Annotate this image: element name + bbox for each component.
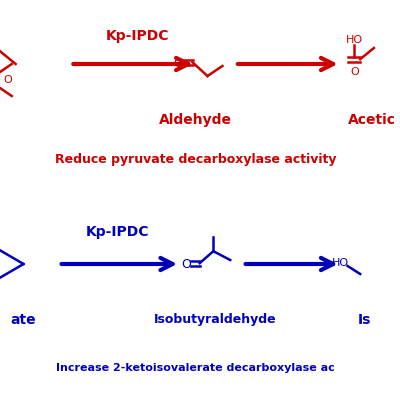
Text: Increase 2-ketoisovalerate decarboxylase ac: Increase 2-ketoisovalerate decarboxylase… [56, 363, 335, 373]
Text: Kp-IPDC: Kp-IPDC [86, 225, 149, 239]
Text: Kp-IPDC: Kp-IPDC [105, 29, 169, 43]
Text: HO: HO [346, 35, 363, 45]
Text: Aldehyde: Aldehyde [159, 113, 232, 127]
Text: O: O [173, 57, 183, 70]
Text: Reduce pyruvate decarboxylase activity: Reduce pyruvate decarboxylase activity [55, 154, 336, 166]
Text: O: O [4, 75, 12, 85]
Text: HO: HO [332, 258, 349, 268]
Text: ate: ate [11, 313, 36, 327]
Text: Isobutyraldehyde: Isobutyraldehyde [154, 314, 277, 326]
Text: O: O [350, 67, 359, 77]
Text: Acetic: Acetic [348, 113, 396, 127]
Text: O: O [181, 258, 191, 270]
Text: Is: Is [358, 313, 371, 327]
